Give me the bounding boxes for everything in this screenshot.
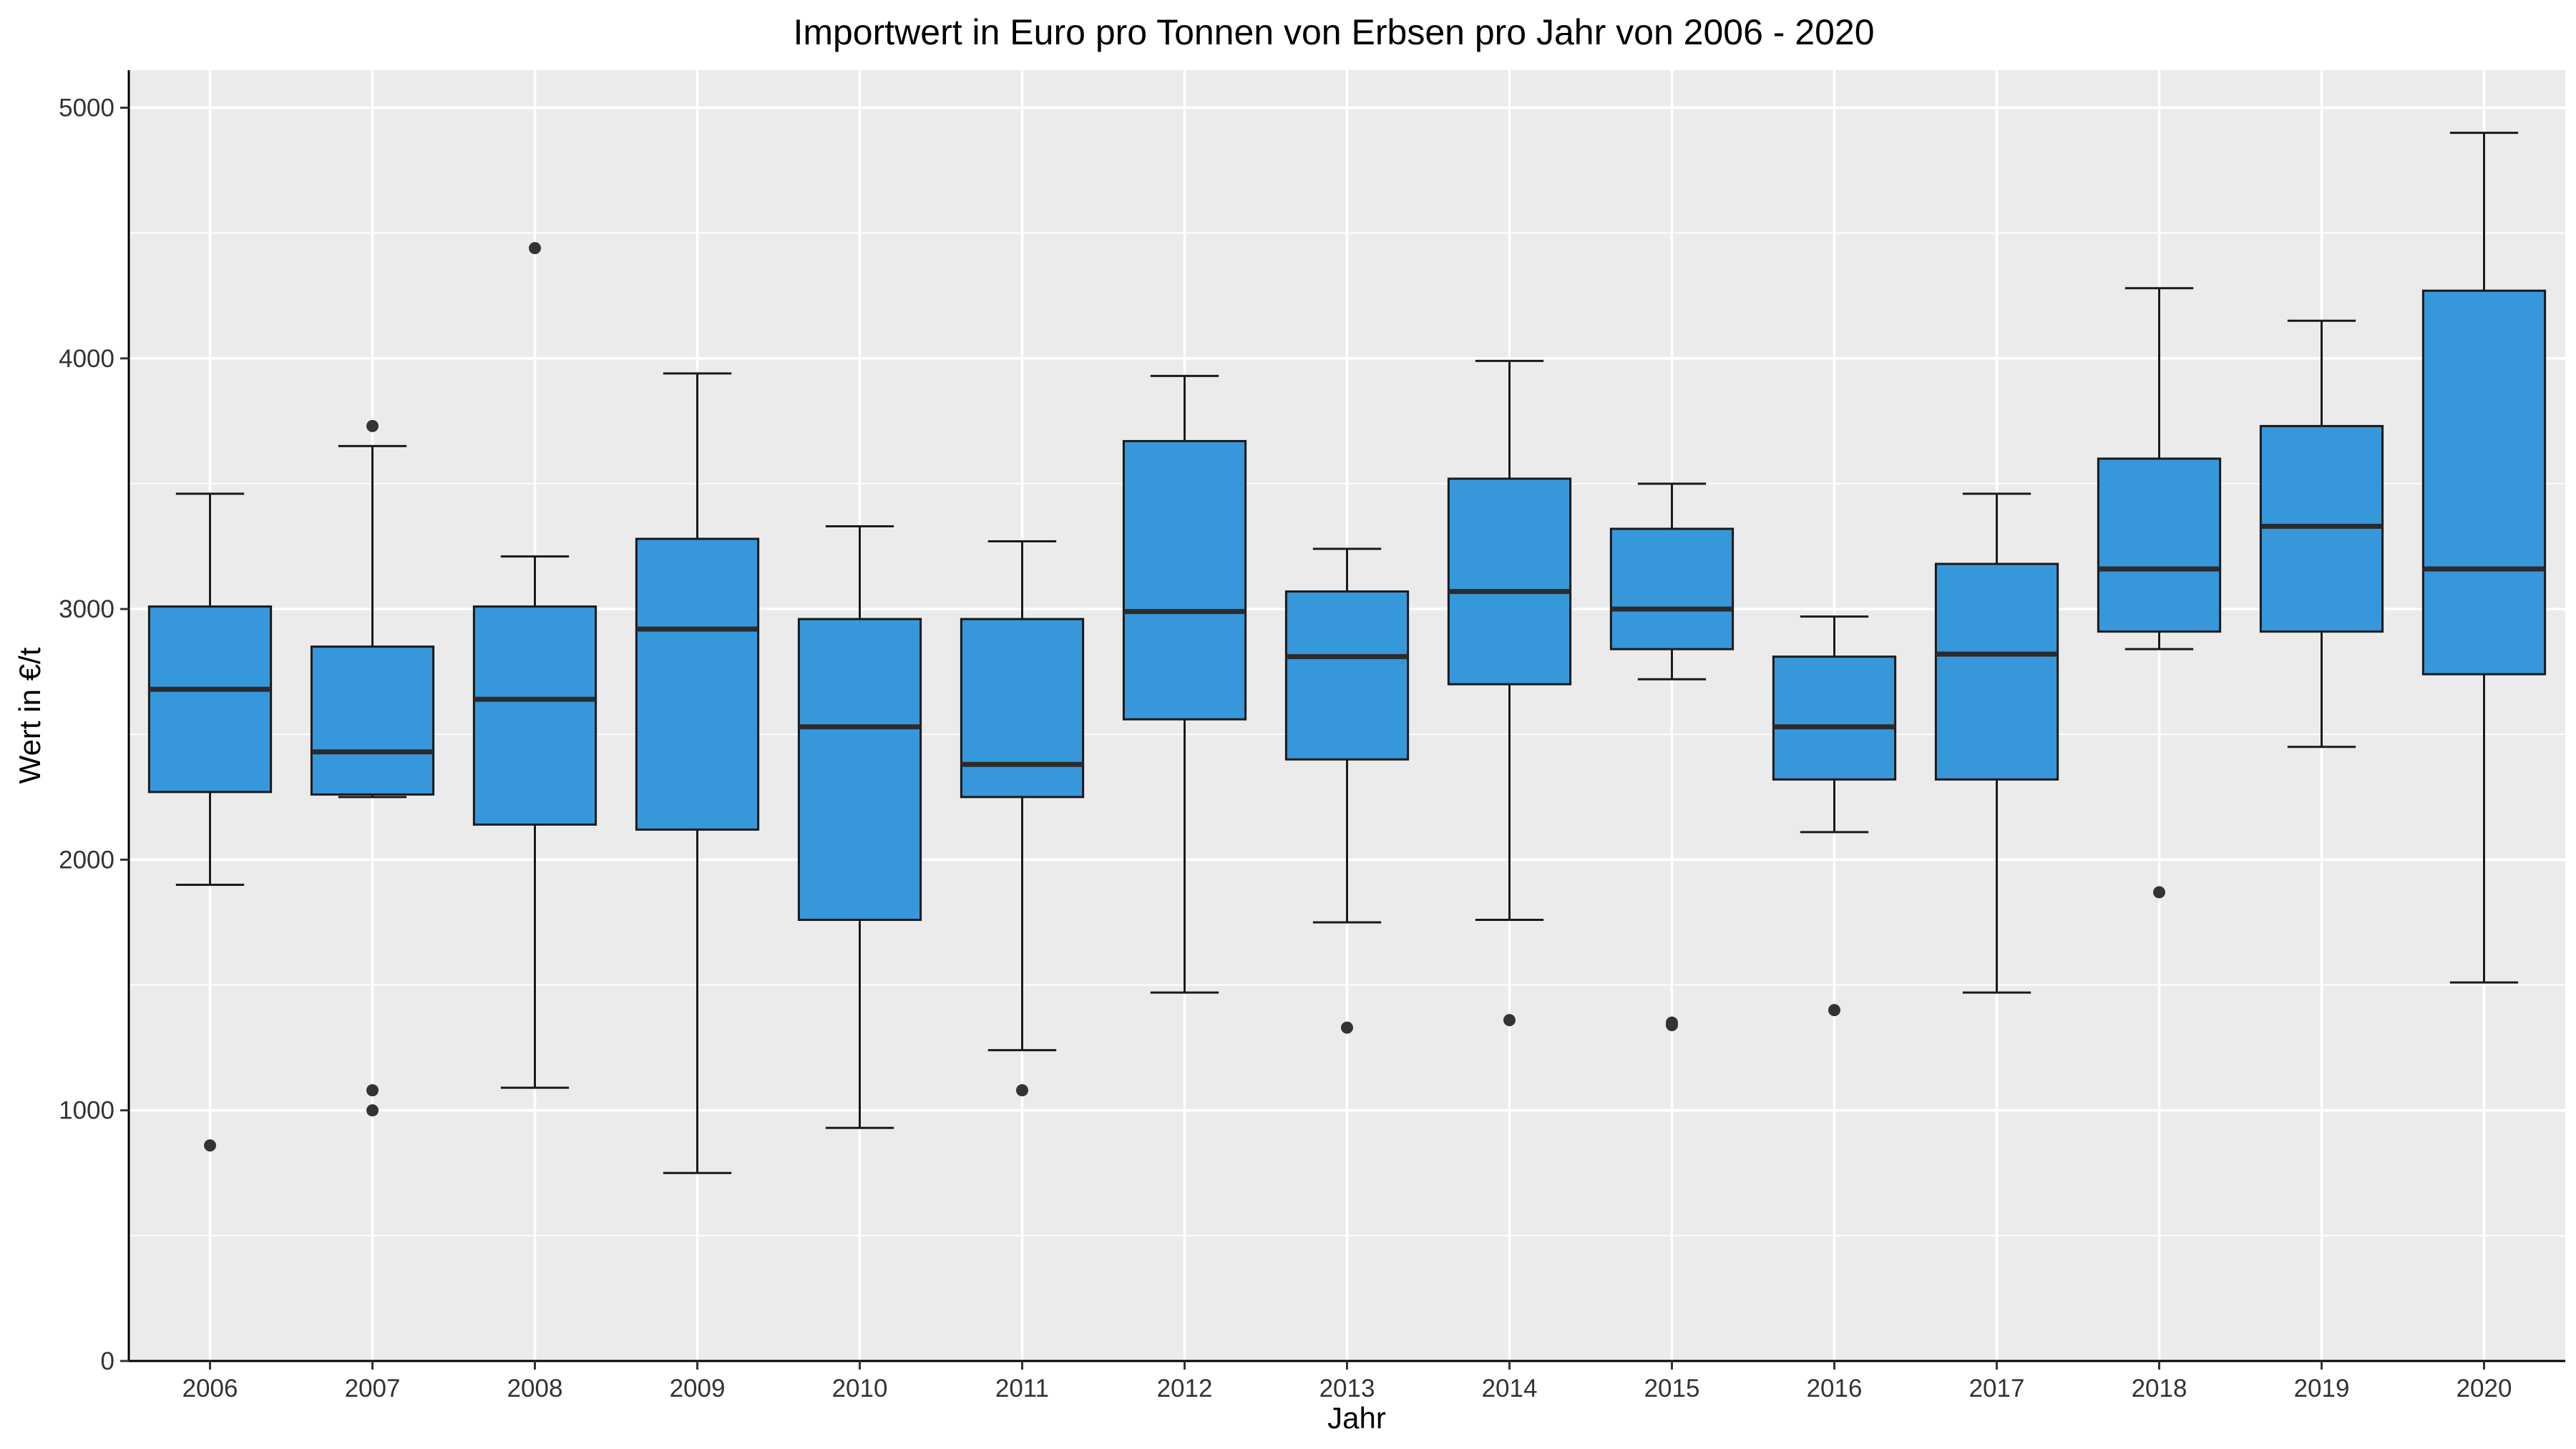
- x-tick-label: 2017: [1969, 1375, 2025, 1402]
- x-tick-label: 2011: [995, 1375, 1049, 1402]
- outlier-point: [1503, 1014, 1516, 1027]
- chart-title: Importwert in Euro pro Tonnen von Erbsen…: [793, 12, 1874, 52]
- box-iqr: [310, 645, 435, 796]
- box-iqr: [797, 618, 922, 921]
- box-2018: [2097, 287, 2222, 899]
- box-2006: [147, 492, 273, 1152]
- x-tick-label: 2014: [1482, 1375, 1538, 1402]
- outlier-point: [2153, 886, 2165, 899]
- x-axis-ticks: 2006 2007 2008 2009 2010 2011 2012 2013 2014 2015…: [182, 1361, 2512, 1402]
- outlier-point: [1828, 1004, 1840, 1017]
- y-tick-label: 3000: [59, 595, 114, 623]
- x-tick-label: 2008: [507, 1375, 563, 1402]
- box-iqr: [1609, 527, 1735, 650]
- box-iqr: [1934, 562, 2059, 781]
- box-2011: [960, 540, 1085, 1097]
- outlier-point: [1341, 1021, 1353, 1034]
- box-2007: [310, 419, 435, 1117]
- box-2008: [472, 242, 597, 1089]
- box-2014: [1447, 359, 1572, 1027]
- box-2016: [1772, 615, 1897, 1017]
- x-tick-label: 2012: [1157, 1375, 1213, 1402]
- box-iqr: [1772, 655, 1897, 781]
- x-tick-label: 2013: [1319, 1375, 1375, 1402]
- box-2012: [1122, 374, 1247, 994]
- outlier-point: [1016, 1084, 1028, 1097]
- x-tick-label: 2016: [1807, 1375, 1863, 1402]
- outlier-point: [204, 1139, 216, 1152]
- box-2020: [2421, 132, 2547, 984]
- y-tick-label: 4000: [59, 345, 114, 373]
- x-tick-label: 2009: [670, 1375, 726, 1402]
- box-2019: [2259, 319, 2384, 748]
- y-tick-label: 1000: [59, 1097, 114, 1125]
- x-tick-label: 2006: [182, 1375, 238, 1402]
- outlier-point: [529, 242, 541, 255]
- x-tick-label: 2015: [1644, 1375, 1700, 1402]
- x-tick-label: 2010: [832, 1375, 888, 1402]
- box-iqr: [1284, 590, 1410, 761]
- x-tick-label: 2019: [2294, 1375, 2350, 1402]
- outlier-point: [366, 1104, 379, 1117]
- box-2015: [1609, 482, 1735, 1032]
- box-iqr: [1122, 439, 1247, 721]
- x-tick-label: 2020: [2457, 1375, 2512, 1402]
- box-iqr: [1447, 477, 1572, 686]
- outlier-point: [366, 1084, 379, 1097]
- y-tick-label: 0: [101, 1347, 114, 1375]
- box-iqr: [635, 537, 760, 831]
- y-axis-ticks: 0 1000 2000 3000 4000 5000: [59, 94, 129, 1375]
- box-2013: [1284, 547, 1410, 1034]
- x-tick-label: 2007: [345, 1375, 401, 1402]
- outlier-point: [366, 419, 379, 432]
- box-iqr: [2259, 424, 2384, 633]
- box-iqr: [2097, 457, 2222, 633]
- box-2017: [1934, 492, 2059, 994]
- y-axis-title: Wert in €/t: [13, 647, 47, 784]
- box-iqr: [472, 605, 597, 826]
- outlier-point: [1666, 1019, 1678, 1032]
- y-tick-label: 2000: [59, 846, 114, 874]
- x-axis-title: Jahr: [1327, 1401, 1386, 1435]
- box-2009: [635, 372, 760, 1174]
- x-tick-label: 2018: [2132, 1375, 2187, 1402]
- box-iqr: [2421, 289, 2547, 675]
- y-tick-label: 5000: [59, 94, 114, 122]
- box-iqr: [960, 618, 1085, 799]
- boxes-group: [147, 132, 2547, 1174]
- box-2010: [797, 525, 922, 1129]
- box-iqr: [147, 605, 273, 794]
